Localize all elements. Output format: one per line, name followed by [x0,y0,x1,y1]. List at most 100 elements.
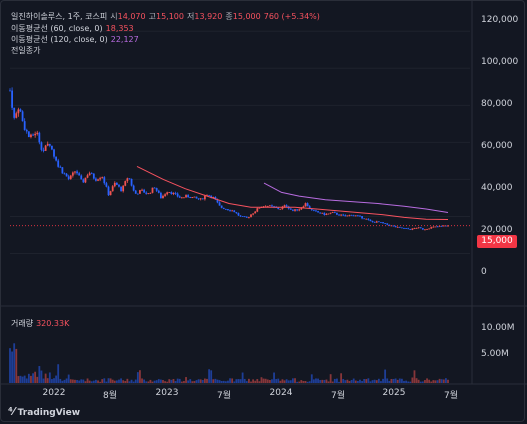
volume-bar [147,381,150,383]
candle-body [153,187,156,189]
volume-bar [363,379,366,383]
candle-body [132,185,135,191]
time-axis-label: 2022 [42,388,66,398]
candle-body [113,182,116,187]
volume-bar [82,379,85,383]
candle-body [141,189,143,191]
ma120-label: 이동평균선 (120, close, 0) [11,35,108,44]
candle-body [86,175,89,178]
candle-body [298,209,301,211]
candle-body [74,171,76,173]
volume-bar [15,348,18,383]
volume-bar [430,381,433,383]
volume-bar [398,378,401,383]
volume-bar [250,381,252,383]
candle-body [304,203,307,207]
prev-close-label: 전일종가 [11,46,41,55]
ma120-legend[interactable]: 이동평균선 (120, close, 0) 22,127 [11,34,142,45]
candle-body [237,213,240,216]
volume-bar [134,379,137,383]
price-axis-label: 120,000 [481,15,519,25]
volume-label: 거래량 [11,319,34,328]
candle-body [65,173,68,177]
volume-bar [428,379,431,383]
volume-bar [333,378,336,383]
volume-bar [304,381,307,383]
volume-bar [348,381,351,383]
volume-bar [197,379,200,383]
volume-bar [296,381,299,383]
volume-bar [132,381,135,383]
prev-close-legend[interactable]: 전일종가 [11,45,43,56]
volume-bar [405,380,407,383]
candle-body [101,177,104,179]
volume-bar [59,378,62,383]
volume-bar [434,380,437,383]
candle-body [201,198,204,200]
candle-body [164,194,166,196]
volume-bar [262,378,265,383]
high-label: 고 [148,12,156,21]
volume-bar [315,378,317,383]
price-axis-label: 0 [481,267,487,277]
tradingview-logo[interactable]: ⁴⁄ TradingView [8,405,80,418]
volume-bar [279,380,282,383]
candle-body [9,90,11,92]
volume-bar [436,380,439,383]
time-axis-label: 8월 [102,391,118,401]
volume-bar [273,372,275,383]
volume-bar [233,381,236,383]
volume-bar [287,380,290,383]
candle-body [82,179,85,183]
volume-bar [248,378,250,383]
candle-body [115,182,118,185]
candle-body [415,228,418,229]
candle-body [19,109,22,112]
volume-bar [185,377,187,383]
candle-body [42,149,45,151]
volume-bar [312,379,315,383]
close-value: 15,000 [232,12,261,21]
volume-bar [166,381,169,383]
candle-body [367,218,370,220]
volume-legend[interactable]: 거래량 320.33K [11,318,72,329]
volume-bar [99,381,102,383]
tradingview-icon: ⁴⁄ [8,405,15,418]
volume-bar [178,378,181,383]
candle-body [231,210,234,212]
candle-body [248,216,250,218]
candle-body [107,186,110,196]
volume-bar [321,379,324,383]
volume-bar [208,369,210,383]
volume-bar [256,379,259,383]
volume-bar [128,381,131,383]
ma120-line [263,182,449,213]
candle-body [17,109,20,114]
candle-body [76,171,78,174]
volume-bar [69,379,72,383]
candle-body [296,209,299,211]
volume-bar [206,378,208,383]
volume-bar [308,381,311,383]
change-value: 760 (+5.34%) [263,12,320,21]
volume-bar [396,379,399,383]
candle-body [51,145,53,150]
ma60-label: 이동평균선 (60, close, 0) [11,24,103,33]
volume-bar [139,370,141,383]
volume-bar [252,379,255,383]
volume-bar [323,379,326,383]
candle-body [210,195,213,198]
candle-body [57,160,60,167]
volume-bar [113,380,116,383]
volume-bar [340,373,343,383]
ma60-legend[interactable]: 이동평균선 (60, close, 0) 18,353 [11,23,137,34]
candle-body [143,189,146,193]
volume-bar [218,380,221,383]
volume-bar [277,378,280,383]
candle-body [176,193,179,197]
volume-bar [294,378,296,383]
candle-body [11,90,13,108]
candle-body [306,203,309,207]
candle-body [180,197,183,199]
